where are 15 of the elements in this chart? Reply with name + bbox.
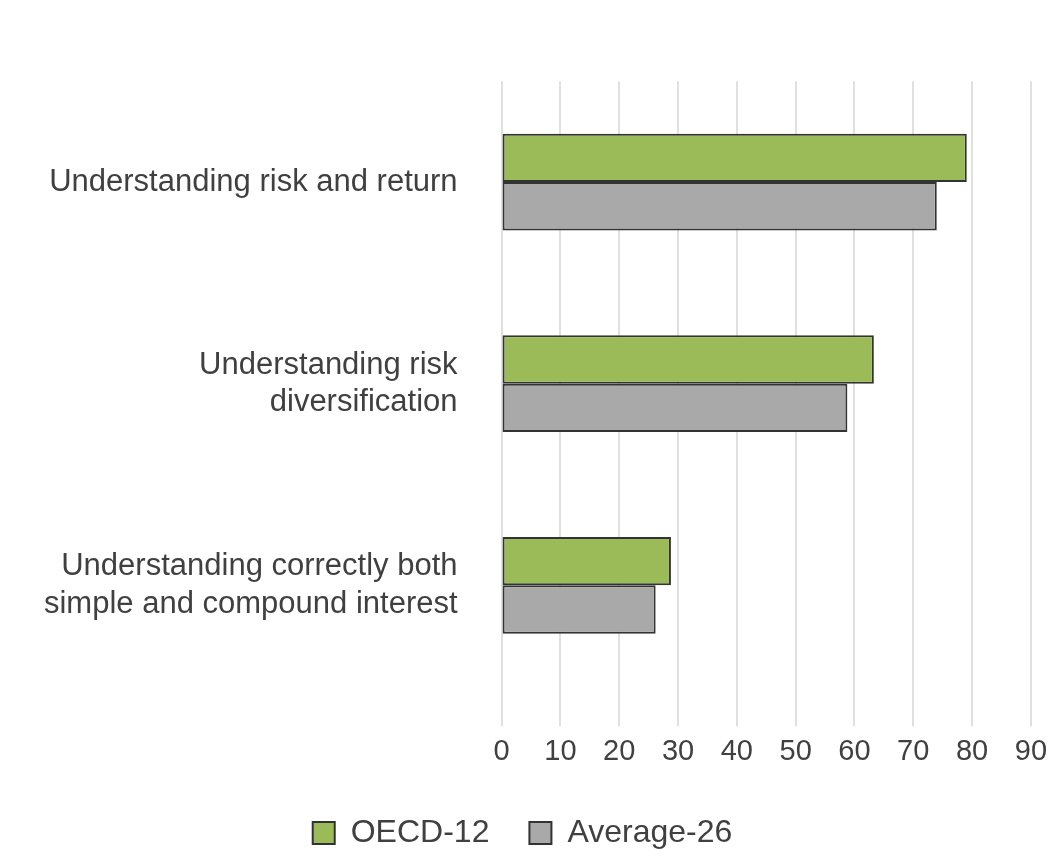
x-tick-label: 80 bbox=[955, 733, 989, 766]
x-tick-label: 10 bbox=[544, 733, 577, 766]
x-tick-label: 30 bbox=[661, 733, 695, 766]
x-tick-label: 70 bbox=[897, 733, 930, 766]
legend-label: Average-26 bbox=[567, 812, 733, 849]
x-tick-label: 90 bbox=[1014, 733, 1047, 766]
legend-label: OECD-12 bbox=[350, 812, 490, 849]
x-tick-label: 60 bbox=[838, 733, 871, 766]
x-tick-label: 50 bbox=[779, 733, 812, 766]
x-tick-label: 0 bbox=[493, 733, 510, 766]
y-tick-label: Understanding risk and return bbox=[49, 162, 458, 198]
x-tick-label: 40 bbox=[720, 733, 753, 766]
x-tick-label: 20 bbox=[603, 733, 636, 766]
y-tick-label: Understanding correctly both simple and compound interest bbox=[43, 547, 458, 620]
y-tick-label: Understanding risk diversification bbox=[199, 345, 459, 418]
